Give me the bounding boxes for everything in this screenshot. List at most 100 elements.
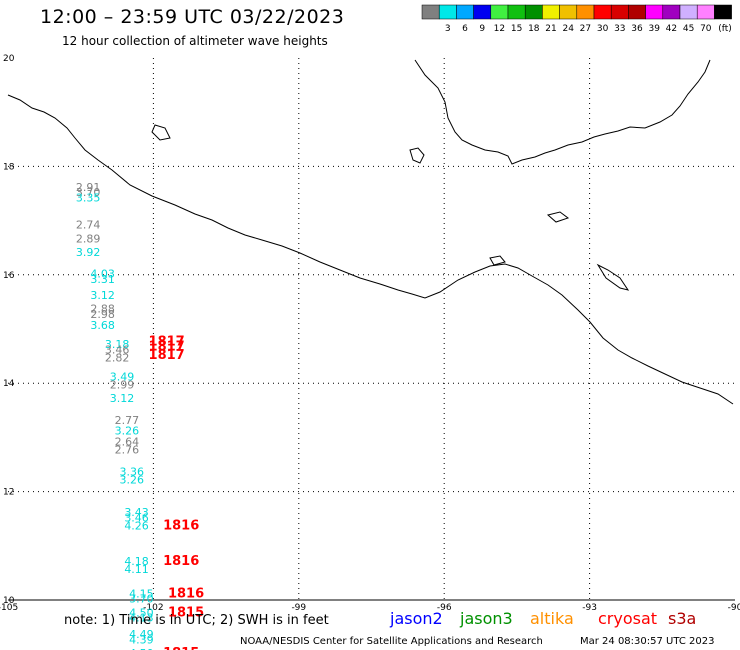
lon-tick-label: -93 bbox=[582, 603, 597, 613]
wave-height-value: 4.26 bbox=[124, 520, 149, 533]
wave-height-value: 3.49 bbox=[110, 370, 135, 383]
colorbar-cell bbox=[696, 4, 715, 20]
wave-height-value: 2.82 bbox=[105, 352, 130, 365]
colorbar-cell bbox=[679, 4, 698, 20]
colorbar-cell bbox=[438, 4, 457, 20]
colorbar-cell bbox=[662, 4, 681, 20]
colorbar-cell bbox=[714, 4, 732, 20]
island-shape bbox=[409, 147, 425, 164]
lon-tick-label: -90 bbox=[728, 603, 740, 613]
wave-height-value: 3.26 bbox=[115, 425, 140, 438]
wave-height-value: 2.74 bbox=[76, 219, 101, 232]
wave-height-value: 3.68 bbox=[90, 319, 115, 332]
coastline bbox=[7, 94, 734, 405]
colorbar-label: 70 bbox=[700, 24, 712, 34]
wave-height-value: 4.13 bbox=[129, 612, 154, 625]
wave-height-value: 2.77 bbox=[115, 414, 140, 427]
wave-height-value: 4.18 bbox=[124, 555, 149, 568]
wave-height-value: 3.36 bbox=[119, 465, 143, 478]
footer-credit: NOAA/NESDIS Center for Satellite Applica… bbox=[240, 636, 543, 647]
colorbar-label: 36 bbox=[631, 24, 643, 34]
wave-height-value: 2.91 bbox=[76, 181, 101, 194]
wave-height-value: 3.12 bbox=[90, 289, 115, 302]
lat-tick-label: 14 bbox=[3, 379, 15, 389]
colorbar-cell bbox=[473, 4, 492, 20]
satellite-legend-jason2: jason2 bbox=[390, 609, 443, 628]
pass-time-label: 1817 bbox=[149, 334, 185, 349]
colorbar-cell bbox=[456, 4, 474, 20]
pass-time-label: 1816 bbox=[163, 554, 199, 569]
wave-height-value: 4.03 bbox=[90, 268, 115, 281]
colorbar-label: 15 bbox=[511, 24, 522, 34]
wave-height-value: 3.12 bbox=[110, 392, 135, 405]
wave-height-value: 3.18 bbox=[105, 338, 130, 351]
wave-height-value: 4.15 bbox=[129, 587, 154, 600]
colorbar-cell bbox=[507, 4, 526, 20]
wave-height-value: 4.11 bbox=[124, 563, 149, 576]
wave-height-value: 4.39 bbox=[129, 633, 154, 646]
wave-height-value: 4.50 bbox=[129, 647, 154, 650]
wave-height-value: 2.99 bbox=[110, 379, 135, 392]
island-shape bbox=[546, 211, 570, 223]
footer-timestamp: Mar 24 08:30:57 UTC 2023 bbox=[580, 636, 715, 647]
wave-height-value: 3.35 bbox=[76, 192, 101, 205]
map-subtitle: 12 hour collection of altimeter wave hei… bbox=[62, 34, 328, 48]
colorbar-label: 9 bbox=[479, 24, 485, 34]
colorbar-label: 39 bbox=[648, 24, 660, 34]
wave-height-value: 3.43 bbox=[124, 506, 149, 519]
colorbar-label: 33 bbox=[614, 24, 625, 34]
wave-height-value: 3.26 bbox=[119, 473, 143, 486]
wave-height-value: 2.89 bbox=[76, 232, 101, 245]
wave-height-value: 3.31 bbox=[90, 273, 115, 286]
colorbar-label: 24 bbox=[562, 24, 574, 34]
lat-tick-label: 12 bbox=[3, 488, 14, 498]
colorbar-cell bbox=[559, 4, 578, 20]
wave-height-labels: 2.913.703.352.742.893.924.033.313.122.88… bbox=[76, 181, 204, 650]
satellite-legend-jason3: jason3 bbox=[460, 609, 513, 628]
wave-height-value: 2.88 bbox=[90, 303, 115, 316]
colorbar-cell bbox=[490, 4, 509, 20]
pass-time-label: 1815 bbox=[163, 646, 199, 650]
colorbar-cell bbox=[576, 4, 595, 20]
pass-time-label: 1815 bbox=[168, 605, 204, 620]
colorbar-cell bbox=[524, 4, 543, 20]
wave-height-value: 3.70 bbox=[76, 186, 101, 199]
colorbar-unit: (ft) bbox=[718, 24, 732, 34]
wave-height-value: 3.46 bbox=[124, 511, 149, 524]
wave-height-value: 4.50 bbox=[129, 606, 154, 619]
island-shape bbox=[151, 124, 171, 141]
pass-time-label: 1817 bbox=[149, 340, 185, 355]
wave-height-value: 4.49 bbox=[129, 628, 154, 641]
colorbar-label: 12 bbox=[494, 24, 505, 34]
island-shape bbox=[596, 263, 630, 291]
lat-tick-label: 18 bbox=[3, 162, 15, 172]
colorbar-label: 21 bbox=[545, 24, 556, 34]
pass-time-label: 1816 bbox=[163, 519, 199, 534]
colorbar-label: 30 bbox=[597, 24, 609, 34]
lon-tick-label: -96 bbox=[437, 603, 452, 613]
colorbar-cell bbox=[628, 4, 646, 20]
wave-height-value: 3.70 bbox=[129, 593, 154, 606]
wave-height-value: 2.64 bbox=[115, 436, 140, 449]
colorbar-cell bbox=[645, 4, 664, 20]
colorbar-label: 6 bbox=[462, 24, 468, 34]
lon-tick-label: -99 bbox=[291, 603, 306, 613]
lat-tick-label: 16 bbox=[3, 271, 15, 281]
colorbar-label: 18 bbox=[528, 24, 540, 34]
colorbar-label: 3 bbox=[445, 24, 451, 34]
wave-height-value: 3.92 bbox=[76, 246, 101, 259]
lon-tick-label: -105 bbox=[0, 603, 18, 613]
wave-height-value: 2.76 bbox=[115, 444, 140, 457]
gulf-coastline bbox=[414, 59, 711, 165]
colorbar-cell bbox=[421, 4, 440, 20]
colorbar-cell bbox=[542, 4, 560, 20]
satellite-legend-s3a: s3a bbox=[668, 609, 697, 628]
colorbar-cell bbox=[593, 4, 612, 20]
wave-height-value: 2.98 bbox=[90, 308, 115, 321]
colorbar-label: 45 bbox=[683, 24, 694, 34]
lon-tick-label: -102 bbox=[143, 603, 163, 613]
color-scale-bar: 3 6 9 12 15 18 21 24 27 30 33 36 39 42 45 70 (ft) bbox=[421, 4, 732, 34]
island-shape bbox=[489, 255, 506, 266]
